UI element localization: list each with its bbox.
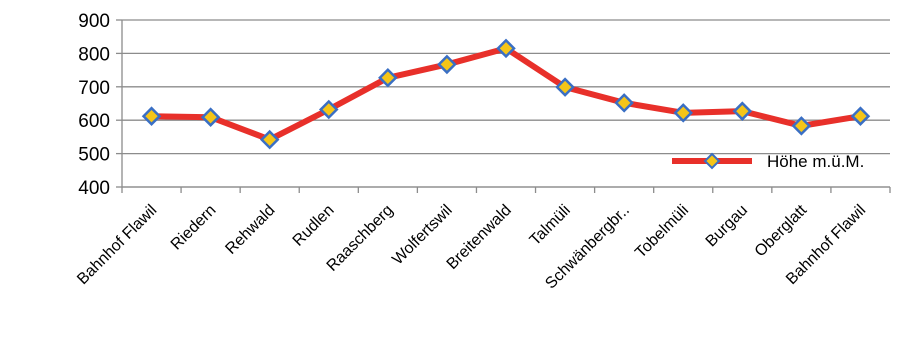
x-tick-label: Rehwald bbox=[222, 202, 278, 258]
legend-label: Höhe m.ü.M. bbox=[767, 152, 864, 171]
data-point bbox=[791, 116, 812, 136]
series-line bbox=[148, 45, 864, 143]
x-tick-label: Talmüli bbox=[527, 202, 574, 249]
y-tick-label: 900 bbox=[78, 11, 110, 32]
data-point bbox=[141, 106, 162, 126]
series-hoehe bbox=[141, 38, 871, 150]
legend: Höhe m.ü.M. bbox=[672, 152, 864, 171]
data-point bbox=[732, 101, 753, 121]
data-point bbox=[437, 54, 457, 75]
data-point bbox=[319, 99, 339, 120]
x-tick-label: Oberglatt bbox=[752, 201, 811, 260]
data-point bbox=[850, 106, 871, 126]
data-point bbox=[673, 103, 693, 123]
data-point bbox=[614, 93, 634, 113]
y-axis-tick-labels: 400 500 600 700 800 900 bbox=[78, 11, 110, 199]
y-tick-label: 800 bbox=[78, 44, 110, 65]
y-tick-label: 400 bbox=[78, 178, 110, 199]
x-axis-tick-labels: Bahnhof Flawil Riedern Rehwald RudlenRaasch… bbox=[74, 201, 869, 292]
x-tick-label: Burgau bbox=[703, 202, 752, 251]
data-point bbox=[496, 38, 516, 59]
y-tick-label: 700 bbox=[78, 78, 110, 99]
data-point bbox=[259, 129, 280, 150]
legend-marker-swatch bbox=[703, 152, 721, 170]
x-tick-label: Bahnhof Flawil bbox=[74, 202, 160, 288]
x-tick-label: Tobelmüli bbox=[632, 202, 692, 262]
x-tick-label: Rudlen bbox=[290, 202, 338, 250]
x-tick-label: Riedern bbox=[168, 202, 220, 254]
axes bbox=[116, 19, 891, 193]
data-point bbox=[555, 77, 575, 97]
data-point bbox=[200, 107, 221, 127]
y-tick-label: 600 bbox=[78, 111, 110, 132]
y-tick-label: 500 bbox=[78, 145, 110, 166]
data-point bbox=[378, 68, 398, 88]
